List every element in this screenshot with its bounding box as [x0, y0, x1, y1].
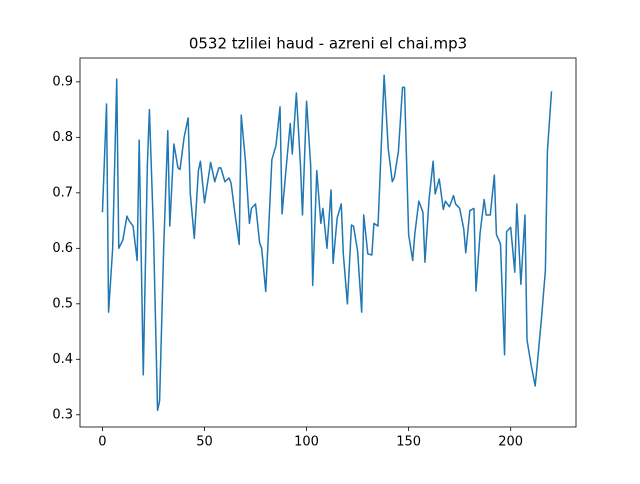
- plot-frame: [79, 57, 577, 428]
- x-tick-label: 200: [498, 435, 523, 450]
- y-tick-label: 0.4: [52, 352, 73, 367]
- x-tick-label: 100: [294, 435, 319, 450]
- y-tick-label: 0.5: [52, 296, 73, 311]
- x-tick-label: 150: [396, 435, 421, 450]
- line-series: [101, 74, 553, 412]
- chart-title: 0532 tzlilei haud - azreni el chai.mp3: [189, 35, 467, 53]
- y-tick-label: 0.9: [52, 74, 73, 89]
- y-tick-label: 0.6: [52, 241, 73, 256]
- x-tick-label: 0: [98, 435, 106, 450]
- y-tick-label: 0.3: [52, 407, 73, 422]
- y-tick-label: 0.7: [52, 185, 73, 200]
- y-tick-label: 0.8: [52, 130, 73, 145]
- x-tick-label: 50: [196, 435, 213, 450]
